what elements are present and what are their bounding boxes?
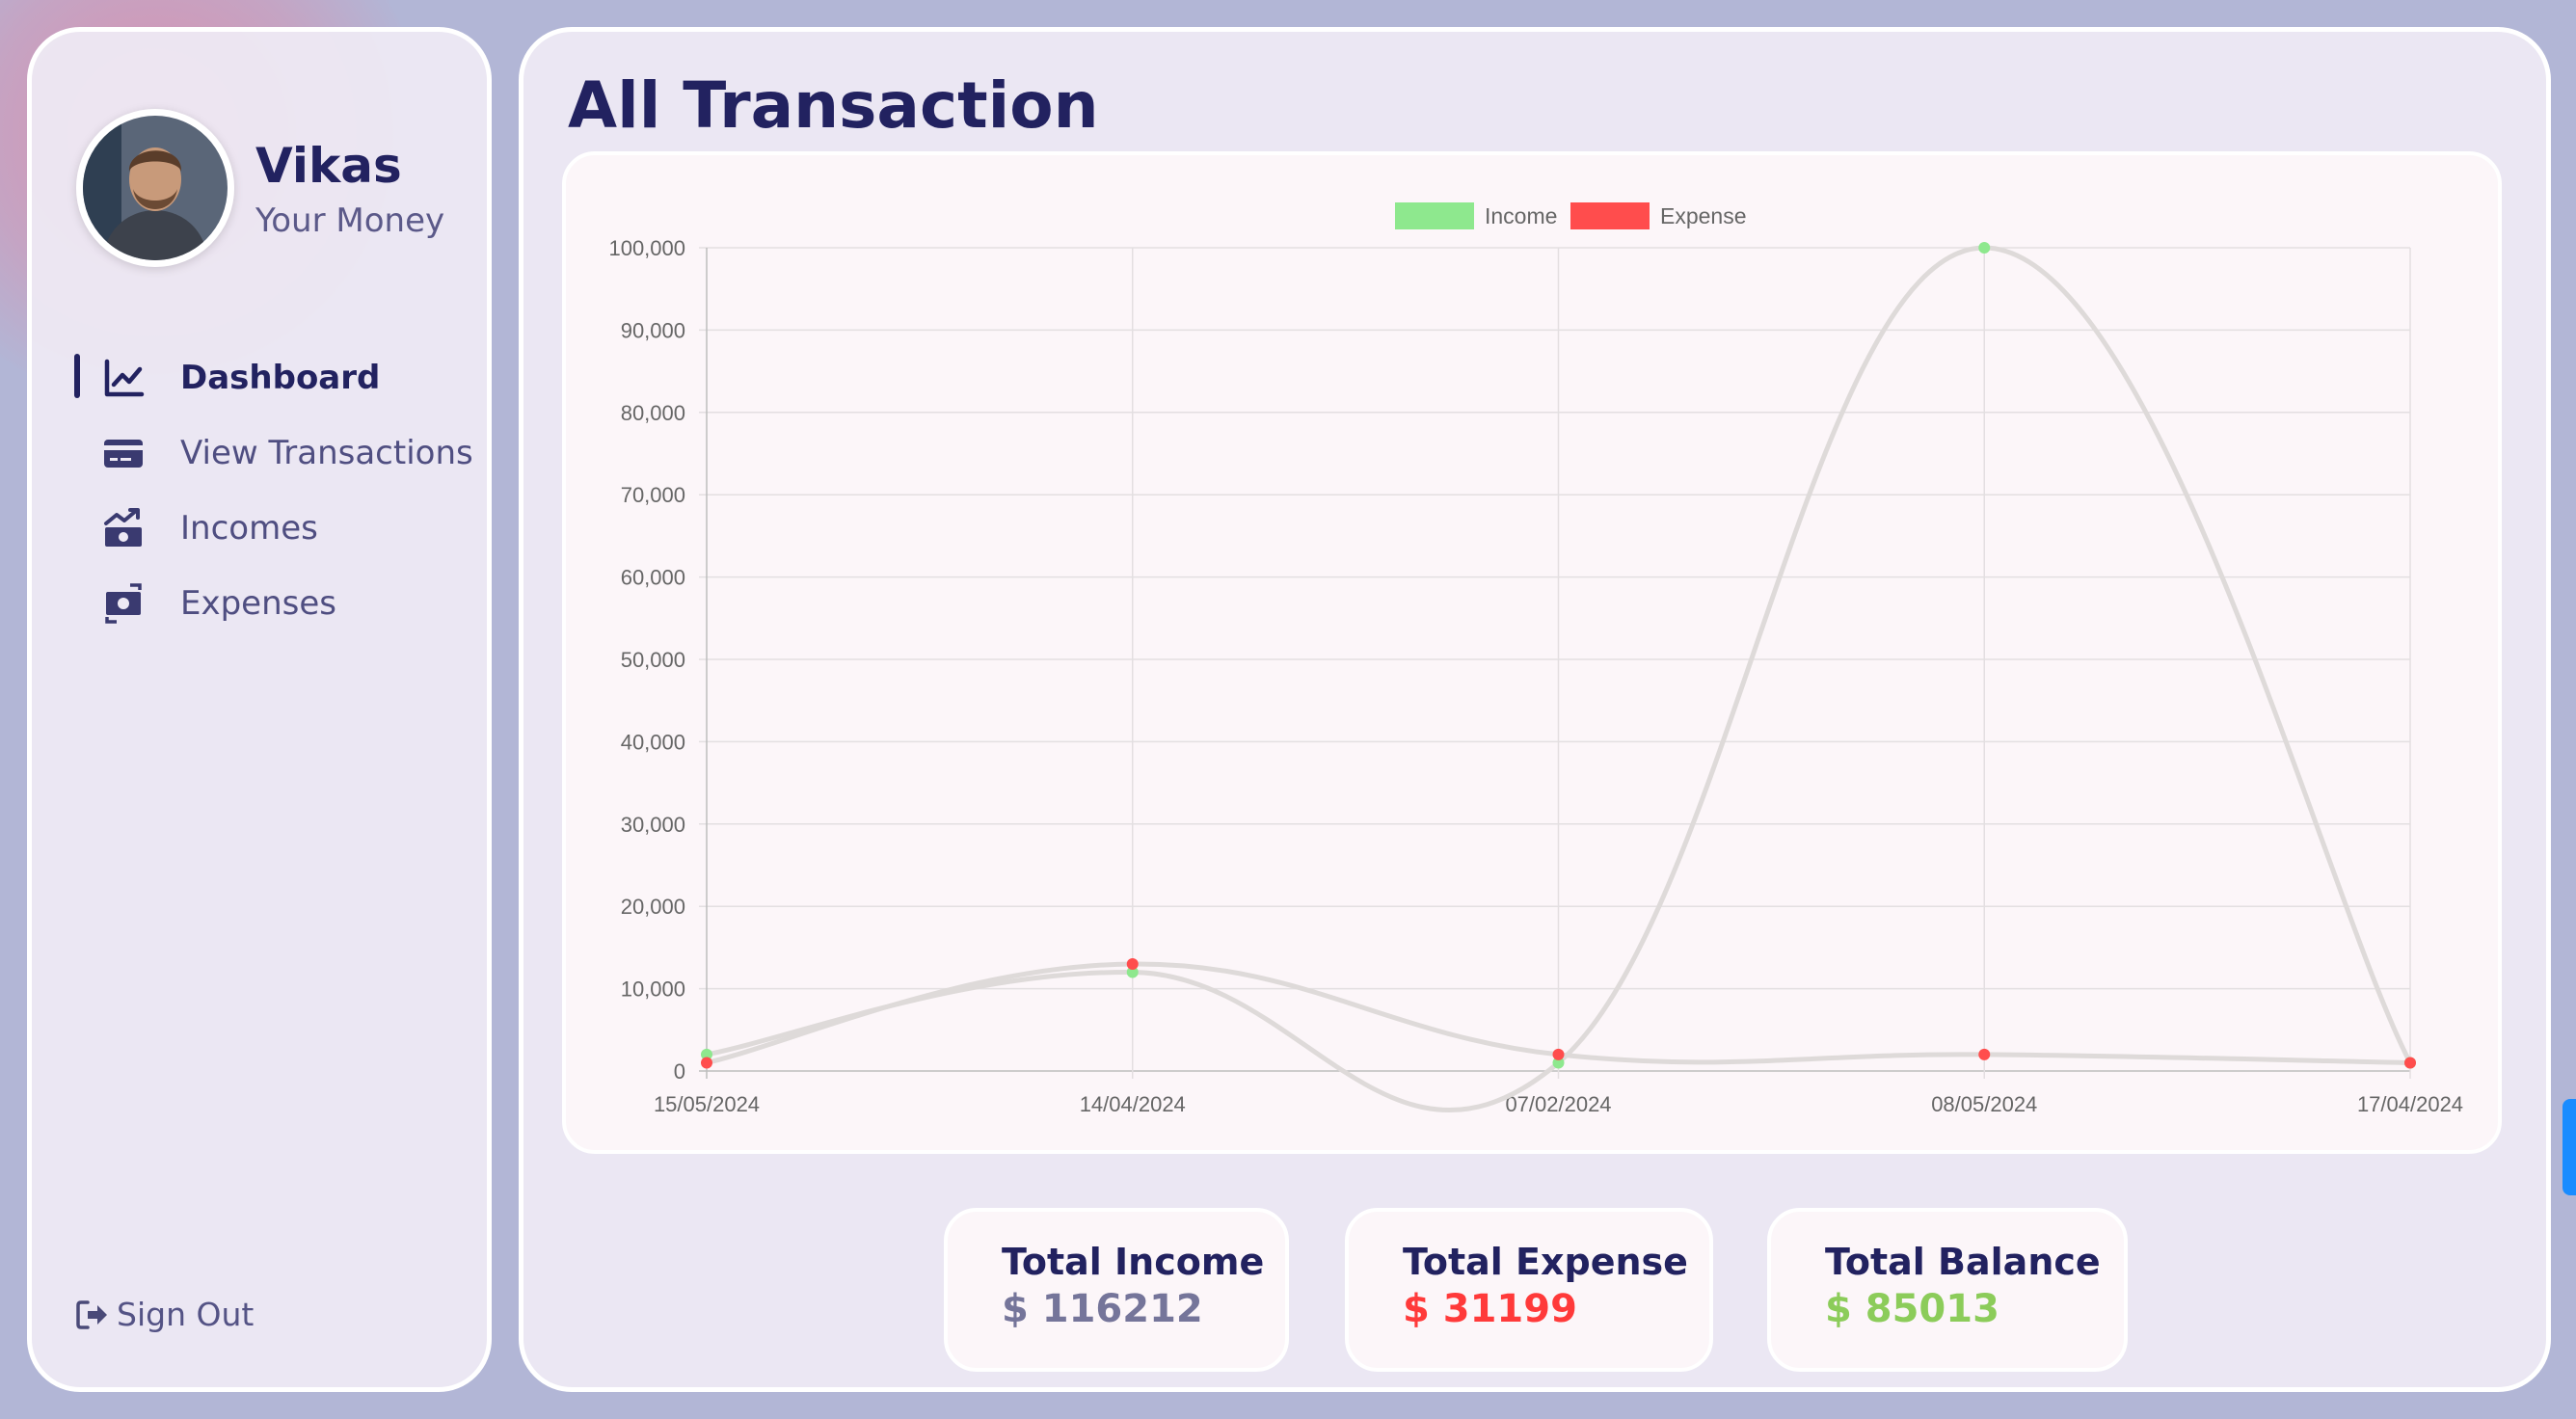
income-data-point (701, 1048, 712, 1060)
expense-data-point (1552, 1048, 1565, 1060)
main-panel: All Transaction 0 10,000 20,000 30,000 40,00… (519, 27, 2551, 1392)
sidebar-item-label: Expenses (180, 584, 336, 623)
expense-data-point (1126, 957, 1139, 970)
total-expense-value: $ 31199 (1403, 1287, 1577, 1331)
income-legend-label: Income (1485, 203, 1557, 228)
total-balance-value: $ 85013 (1825, 1287, 1999, 1331)
y-tick-label: 80,000 (621, 401, 685, 425)
income-data-point (1978, 242, 1991, 254)
sidebar-item-view-transactions[interactable]: View Transactions (32, 415, 487, 491)
y-tick-label: 90,000 (621, 318, 685, 342)
y-tick-label: 100,000 (608, 236, 685, 260)
y-tick-label: 70,000 (621, 483, 685, 507)
total-balance-card: Total Balance $ 85013 (1767, 1208, 2128, 1372)
money-bill-transfer-icon (101, 581, 146, 626)
transactions-line-chart: 0 10,000 20,000 30,000 40,000 50,000 60,000 70,… (608, 202, 2463, 1116)
income-legend-swatch (1395, 202, 1474, 229)
active-indicator (74, 354, 80, 398)
scroll-handle[interactable] (2563, 1099, 2576, 1195)
expense-legend-label: Expense (1660, 203, 1747, 228)
sidebar-item-label: View Transactions (180, 434, 473, 472)
credit-card-icon (101, 431, 146, 475)
total-income-title: Total Income (1002, 1241, 1265, 1283)
total-income-card: Total Income $ 116212 (944, 1208, 1289, 1372)
y-tick-label: 50,000 (621, 648, 685, 672)
user-photo (83, 116, 228, 260)
sidebar-item-dashboard[interactable]: Dashboard (32, 340, 487, 415)
income-data-point (1552, 1057, 1565, 1069)
y-tick-label: 20,000 (621, 895, 685, 919)
y-tick-label: 40,000 (621, 730, 685, 754)
y-tick-label: 10,000 (621, 977, 685, 1002)
sign-out-icon (76, 1299, 107, 1329)
x-tick-label: 08/05/2024 (1931, 1092, 2037, 1116)
page-title: All Transaction (568, 68, 1099, 143)
expense-data-point (1978, 1048, 1991, 1060)
total-expense-title: Total Expense (1403, 1241, 1688, 1283)
y-tick-label: 60,000 (621, 566, 685, 590)
income-data-point (1126, 966, 1139, 978)
sign-out-label: Sign Out (117, 1296, 255, 1333)
y-tick-label: 0 (674, 1059, 685, 1084)
total-income-value: $ 116212 (1002, 1287, 1203, 1331)
sidebar-item-label: Incomes (180, 509, 318, 548)
sign-out-button[interactable]: Sign Out (74, 1296, 254, 1333)
sidebar-item-expenses[interactable]: Expenses (32, 566, 487, 641)
x-tick-label: 07/02/2024 (1505, 1092, 1611, 1116)
transactions-chart-card: 0 10,000 20,000 30,000 40,000 50,000 60,000 70,… (562, 151, 2502, 1154)
x-tick-label: 15/05/2024 (654, 1092, 760, 1116)
sidebar-item-incomes[interactable]: Incomes (32, 491, 487, 566)
money-bill-trend-up-icon (101, 506, 146, 550)
y-tick-label: 30,000 (621, 813, 685, 837)
total-expense-card: Total Expense $ 31199 (1345, 1208, 1713, 1372)
sidebar-item-label: Dashboard (180, 359, 381, 397)
chart-line-icon (101, 356, 146, 400)
x-tick-label: 14/04/2024 (1080, 1092, 1186, 1116)
user-name: Vikas (255, 138, 402, 194)
expense-data-point (701, 1057, 712, 1069)
expense-data-point (2404, 1057, 2416, 1069)
sidebar-menu: Dashboard View Transactions Incomes Expe… (32, 340, 487, 641)
x-tick-label: 17/04/2024 (2357, 1092, 2463, 1116)
user-subtitle: Your Money (255, 201, 445, 240)
expense-legend-swatch (1570, 202, 1650, 229)
total-balance-title: Total Balance (1825, 1241, 2101, 1283)
avatar (76, 109, 234, 267)
sidebar: Vikas Your Money Dashboard View Transact… (27, 27, 492, 1392)
income-series-line (706, 245, 2413, 1113)
